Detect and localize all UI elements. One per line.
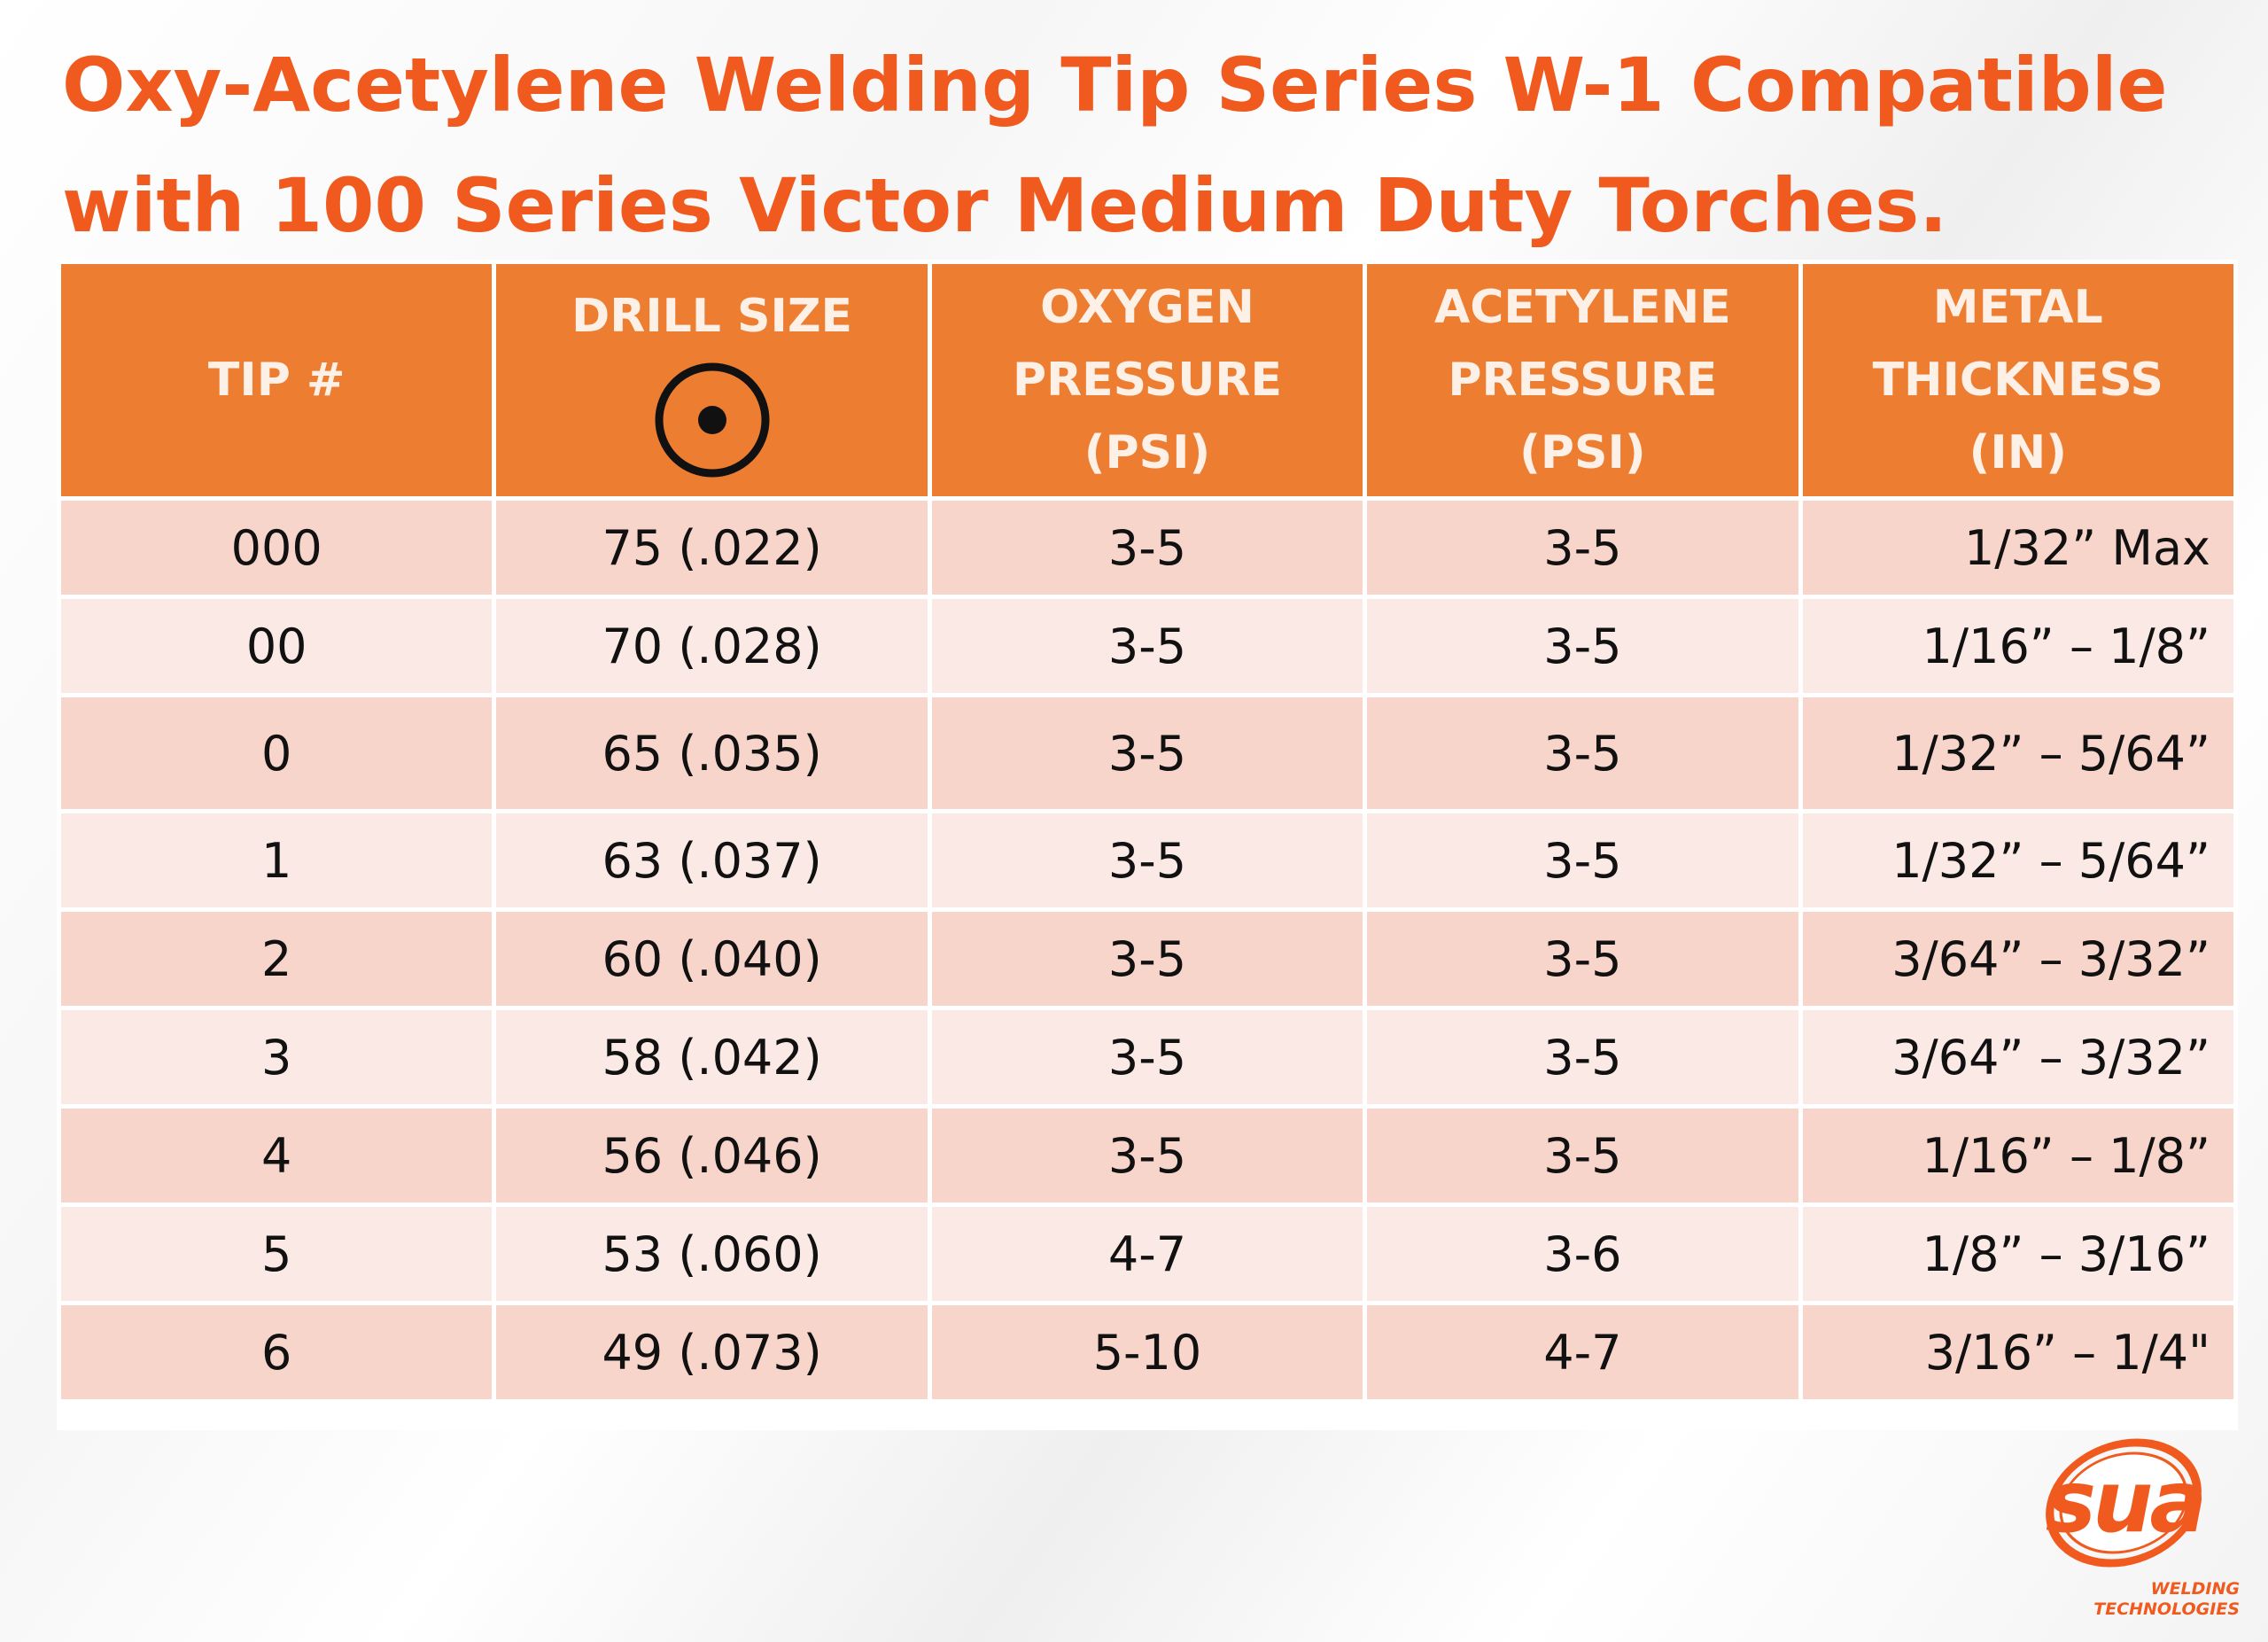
cell-drill-size: 65 (.035) bbox=[496, 697, 928, 809]
header-oxygen-pressure: OXYGEN PRESSURE (PSI) bbox=[931, 264, 1363, 496]
table-header-row: TIP # DRILL SIZE OXYGEN PRESSURE (PSI) A… bbox=[61, 264, 2233, 496]
table-row: 3 58 (.042) 3-5 3-5 3/64” – 3/32” bbox=[61, 1010, 2233, 1104]
cell-tip: 3 bbox=[61, 1010, 493, 1104]
cell-drill-size: 58 (.042) bbox=[496, 1010, 928, 1104]
cell-acetylene-pressure: 3-5 bbox=[1367, 813, 1798, 907]
cell-drill-size: 75 (.022) bbox=[496, 501, 928, 595]
cell-metal-thickness: 3/16” – 1/4" bbox=[1802, 1305, 2233, 1399]
cell-oxygen-pressure: 3-5 bbox=[931, 501, 1363, 595]
cell-oxygen-pressure: 3-5 bbox=[931, 599, 1363, 693]
cell-metal-thickness: 1/32” Max bbox=[1802, 501, 2233, 595]
cell-metal-thickness: 1/32” – 5/64” bbox=[1802, 697, 2233, 809]
page-title-line-1: Oxy-Acetylene Welding Tip Series W-1 Com… bbox=[62, 42, 2168, 128]
table-row: 1 63 (.037) 3-5 3-5 1/32” – 5/64” bbox=[61, 813, 2233, 907]
cell-tip: 5 bbox=[61, 1207, 493, 1301]
cell-metal-thickness: 1/16” – 1/8” bbox=[1802, 599, 2233, 693]
cell-acetylene-pressure: 4-7 bbox=[1367, 1305, 1798, 1399]
cell-drill-size: 63 (.037) bbox=[496, 813, 928, 907]
cell-acetylene-pressure: 3-5 bbox=[1367, 697, 1798, 809]
header-tip-number: TIP # bbox=[61, 264, 493, 496]
cell-acetylene-pressure: 3-6 bbox=[1367, 1207, 1798, 1301]
cell-tip: 000 bbox=[61, 501, 493, 595]
cell-tip: 00 bbox=[61, 599, 493, 693]
table-row: 5 53 (.060) 4-7 3-6 1/8” – 3/16” bbox=[61, 1207, 2233, 1301]
cell-metal-thickness: 3/64” – 3/32” bbox=[1802, 1010, 2233, 1104]
table-row: 6 49 (.073) 5-10 4-7 3/16” – 1/4" bbox=[61, 1305, 2233, 1399]
logo-tagline-line-1: WELDING bbox=[2150, 1579, 2240, 1599]
cell-oxygen-pressure: 3-5 bbox=[931, 697, 1363, 809]
cell-metal-thickness: 1/32” – 5/64” bbox=[1802, 813, 2233, 907]
cell-drill-size: 60 (.040) bbox=[496, 912, 928, 1006]
table-row: 2 60 (.040) 3-5 3-5 3/64” – 3/32” bbox=[61, 912, 2233, 1006]
header-drill-size: DRILL SIZE bbox=[496, 264, 928, 496]
cell-oxygen-pressure: 4-7 bbox=[931, 1207, 1363, 1301]
drill-size-circle-dot-icon bbox=[655, 362, 770, 478]
cell-acetylene-pressure: 3-5 bbox=[1367, 501, 1798, 595]
logo-tagline-line-2: TECHNOLOGIES bbox=[2093, 1599, 2240, 1619]
cell-oxygen-pressure: 5-10 bbox=[931, 1305, 1363, 1399]
table-row: 0 65 (.035) 3-5 3-5 1/32” – 5/64” bbox=[61, 697, 2233, 809]
cell-oxygen-pressure: 3-5 bbox=[931, 1010, 1363, 1104]
cell-metal-thickness: 1/8” – 3/16” bbox=[1802, 1207, 2233, 1301]
table-row: 4 56 (.046) 3-5 3-5 1/16” – 1/8” bbox=[61, 1109, 2233, 1202]
logo-tagline: WELDING TECHNOLOGIES bbox=[2093, 1579, 2240, 1620]
cell-metal-thickness: 1/16” – 1/8” bbox=[1802, 1109, 2233, 1202]
cell-drill-size: 49 (.073) bbox=[496, 1305, 928, 1399]
cell-tip: 2 bbox=[61, 912, 493, 1006]
cell-acetylene-pressure: 3-5 bbox=[1367, 912, 1798, 1006]
cell-drill-size: 70 (.028) bbox=[496, 599, 928, 693]
cell-drill-size: 56 (.046) bbox=[496, 1109, 928, 1202]
cell-tip: 4 bbox=[61, 1109, 493, 1202]
header-acetylene-pressure: ACETYLENE PRESSURE (PSI) bbox=[1367, 264, 1798, 496]
cell-drill-size: 53 (.060) bbox=[496, 1207, 928, 1301]
sua-welding-logo: sua WELDING TECHNOLOGIES bbox=[2025, 1432, 2247, 1631]
table-row: 000 75 (.022) 3-5 3-5 1/32” Max bbox=[61, 501, 2233, 595]
cell-metal-thickness: 3/64” – 3/32” bbox=[1802, 912, 2233, 1006]
cell-tip: 6 bbox=[61, 1305, 493, 1399]
page-title-line-2: with 100 Series Victor Medium Duty Torch… bbox=[62, 162, 1948, 249]
logo-mark-text: sua bbox=[2046, 1452, 2203, 1552]
page-title: Oxy-Acetylene Welding Tip Series W-1 Com… bbox=[62, 25, 2224, 266]
header-metal-thickness: METAL THICKNESS (IN) bbox=[1802, 264, 2233, 496]
sua-logo-icon: sua bbox=[2046, 1438, 2207, 1568]
cell-oxygen-pressure: 3-5 bbox=[931, 1109, 1363, 1202]
cell-acetylene-pressure: 3-5 bbox=[1367, 599, 1798, 693]
cell-oxygen-pressure: 3-5 bbox=[931, 813, 1363, 907]
table-row: 00 70 (.028) 3-5 3-5 1/16” – 1/8” bbox=[61, 599, 2233, 693]
cell-tip: 0 bbox=[61, 697, 493, 809]
cell-acetylene-pressure: 3-5 bbox=[1367, 1109, 1798, 1202]
cell-tip: 1 bbox=[61, 813, 493, 907]
tip-table-container: TIP # DRILL SIZE OXYGEN PRESSURE (PSI) A… bbox=[57, 260, 2238, 1430]
welding-tip-table: TIP # DRILL SIZE OXYGEN PRESSURE (PSI) A… bbox=[57, 260, 2238, 1404]
cell-acetylene-pressure: 3-5 bbox=[1367, 1010, 1798, 1104]
cell-oxygen-pressure: 3-5 bbox=[931, 912, 1363, 1006]
